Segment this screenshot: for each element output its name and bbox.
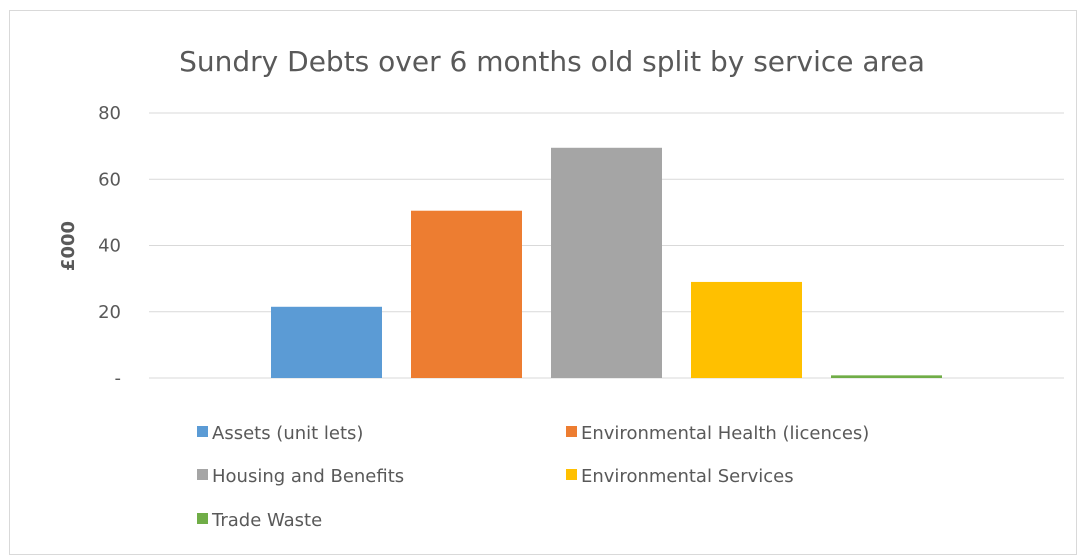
y-tick-label-80: 80 [98, 103, 121, 124]
y-tick-label-20: 20 [98, 302, 121, 323]
bar-environmental-health-licences [411, 210, 522, 378]
legend-item-housing-and-benefits: Housing and Benefits [197, 466, 404, 487]
legend-item-environmental-health-licences: Environmental Health (licences) [566, 423, 869, 444]
legend-swatch-environmental-health-licences [566, 426, 577, 437]
legend-label-assets-unit-lets: Assets (unit lets) [212, 423, 363, 444]
y-axis-tick-labels: - 20 40 60 80 [98, 103, 121, 389]
y-tick-label-60: 60 [98, 169, 121, 190]
legend-swatch-assets-unit-lets [197, 426, 208, 437]
chart-title: Sundry Debts over 6 months old split by … [179, 45, 925, 78]
legend-item-assets-unit-lets: Assets (unit lets) [197, 423, 363, 444]
y-tick-label-40: 40 [98, 236, 121, 257]
legend-swatch-trade-waste [197, 513, 208, 524]
legend-swatch-environmental-services [566, 469, 577, 480]
chart-svg: Sundry Debts over 6 months old split by … [58, 45, 1064, 531]
bar-environmental-services [691, 281, 802, 378]
bar-housing-and-benefits [551, 147, 662, 378]
y-axis-title: £000 [58, 221, 79, 271]
legend-label-housing-and-benefits: Housing and Benefits [212, 466, 404, 487]
legend: Assets (unit lets) Environmental Health (… [197, 423, 869, 531]
legend-item-trade-waste: Trade Waste [197, 510, 322, 531]
legend-item-environmental-services: Environmental Services [566, 466, 794, 487]
chart-frame: Sundry Debts over 6 months old split by … [9, 10, 1077, 555]
y-tick-label-0: - [115, 368, 122, 389]
legend-swatch-housing-and-benefits [197, 469, 208, 480]
legend-label-trade-waste: Trade Waste [211, 510, 322, 531]
bar-trade-waste [831, 375, 942, 378]
bar-assets-unit-lets [271, 306, 382, 378]
bars [271, 147, 942, 378]
legend-label-environmental-services: Environmental Services [581, 466, 794, 487]
legend-label-environmental-health-licences: Environmental Health (licences) [581, 423, 869, 444]
